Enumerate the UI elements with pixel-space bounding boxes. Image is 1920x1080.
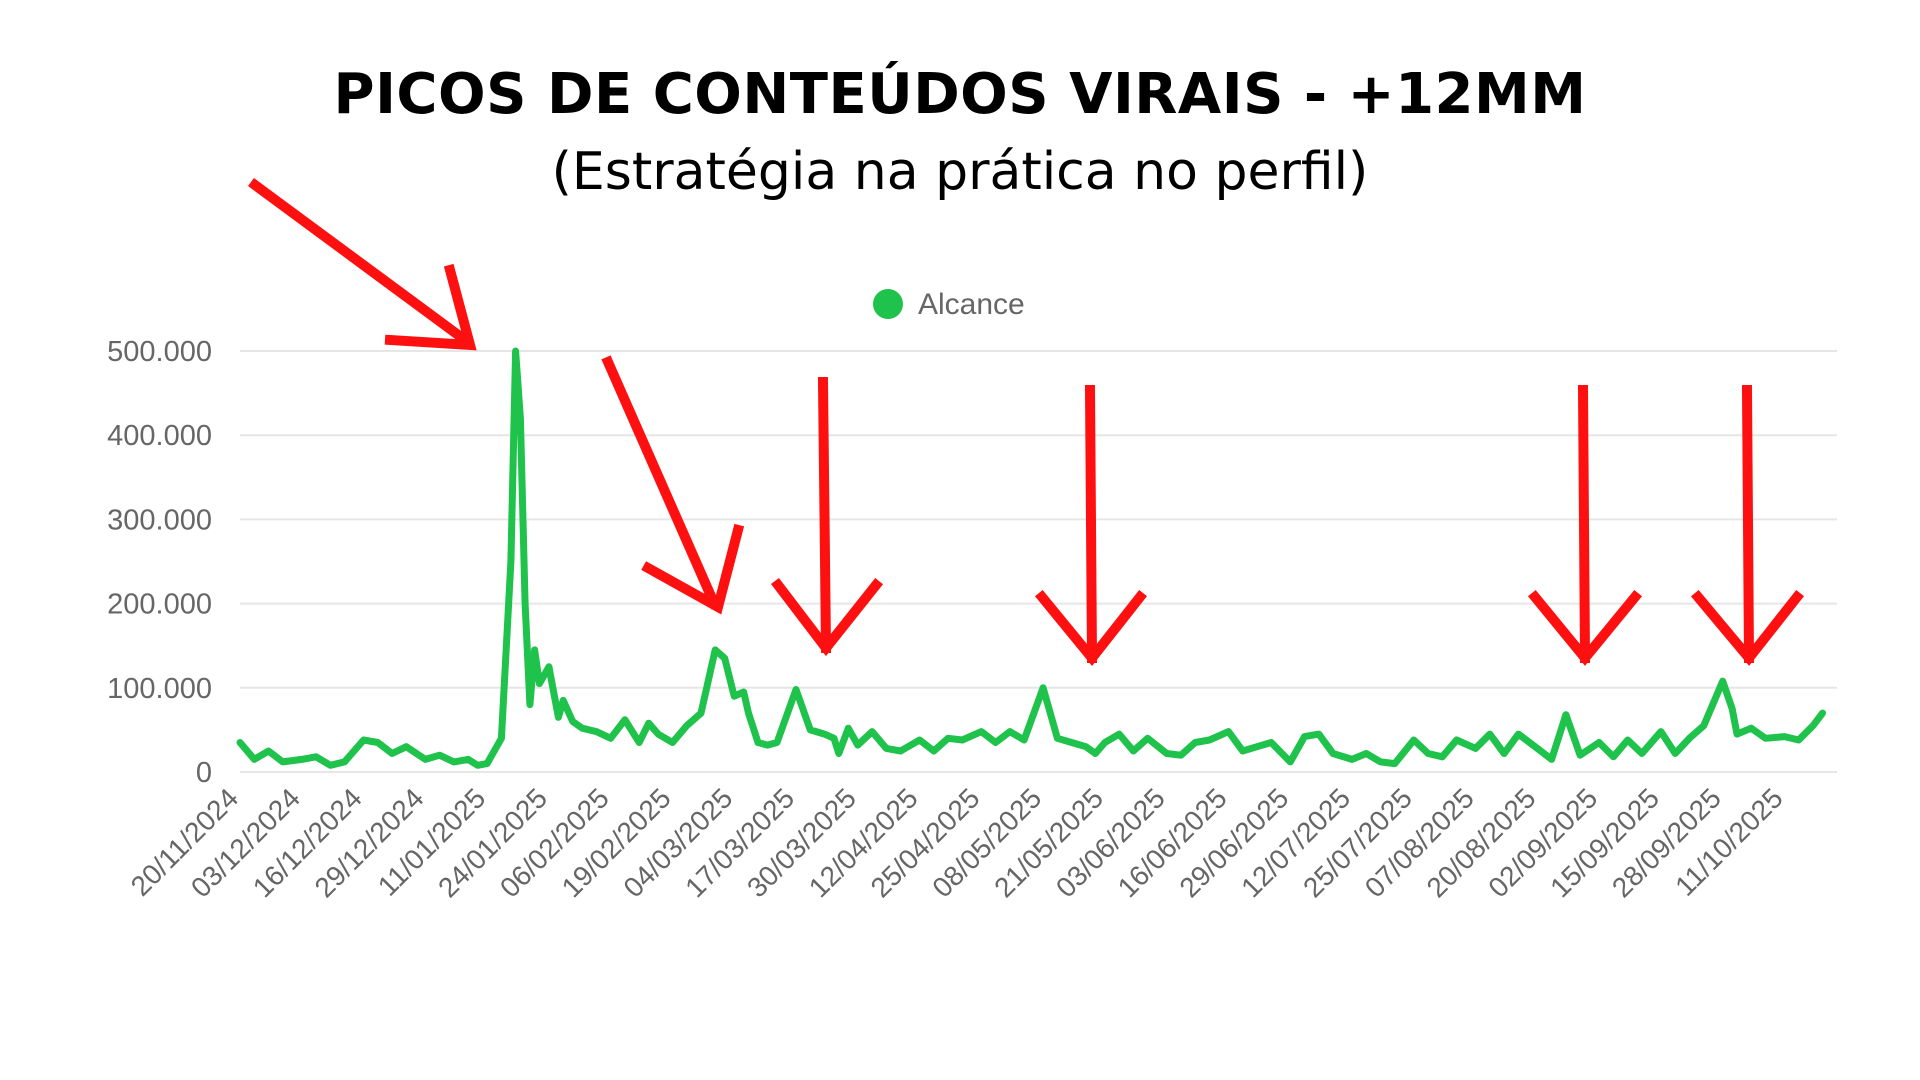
legend[interactable]: Alcance [873, 288, 1025, 321]
arrow-annotation-peak-4 [1034, 384, 1148, 666]
series-layer [236, 347, 1826, 769]
arrow-annotation-peak-1 [248, 178, 477, 351]
y-tick-label: 0 [196, 757, 212, 789]
arrow-annotation-peak-2 [601, 355, 745, 615]
legend-marker [873, 289, 903, 319]
arrow-annotation-peak-6 [1690, 384, 1805, 666]
x-axis-ticks: 20/11/202403/12/202416/12/202429/12/2024… [125, 782, 1789, 903]
y-tick-label: 400.000 [107, 420, 212, 452]
annotation-arrows [248, 178, 1805, 666]
y-axis-ticks: 0 100.000 200.000 300.000 400.000 500.000 [107, 336, 212, 789]
page-subtitle: (Estratégia na prática no perfil) [551, 142, 1369, 202]
y-tick-label: 100.000 [107, 673, 212, 705]
arrow-annotation-peak-3 [770, 376, 884, 657]
page-title: PICOS DE CONTEÚDOS VIRAIS - +12MM [333, 62, 1587, 127]
y-tick-label: 500.000 [107, 336, 212, 368]
legend-label-alcance: Alcance [918, 288, 1025, 321]
series-line-alcance [236, 347, 1826, 769]
arrow-annotation-peak-5 [1527, 384, 1643, 666]
grid-lines [240, 350, 1837, 773]
y-tick-label: 300.000 [107, 504, 212, 536]
y-tick-label: 200.000 [107, 589, 212, 621]
